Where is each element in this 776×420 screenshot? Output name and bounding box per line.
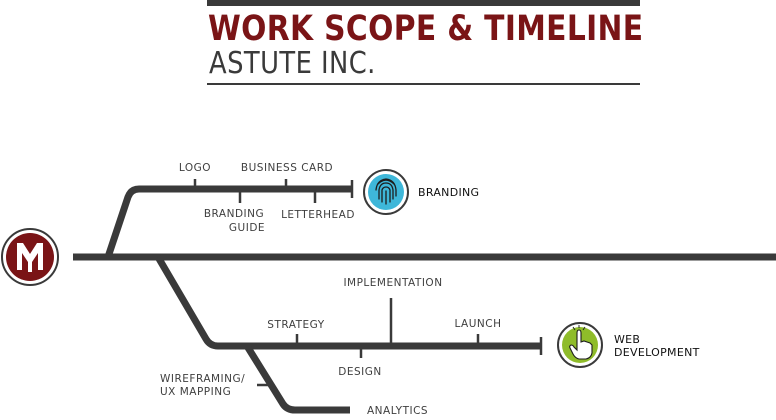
page-title: WORK SCOPE & TIMELINE xyxy=(208,9,644,49)
milestone-branding-guide-line1: BRANDING xyxy=(204,208,264,220)
milestone-business-card: BUSINESS CARD xyxy=(241,162,333,174)
header-top-rule xyxy=(207,0,640,6)
milestone-wireframing-line2: UX MAPPING xyxy=(160,386,231,398)
milestone-analytics: ANALYTICS xyxy=(367,405,428,417)
analytics-branch-line xyxy=(244,344,350,414)
milestone-design: DESIGN xyxy=(338,366,381,378)
milestone-wireframing-line1: WIREFRAMING/ xyxy=(160,373,245,385)
milestone-letterhead: LETTERHEAD xyxy=(281,209,355,221)
milestone-logo: LOGO xyxy=(179,162,211,174)
fingerprint-icon xyxy=(363,169,409,215)
company-logo xyxy=(1,228,59,286)
web-branch-line xyxy=(154,255,540,350)
header: WORK SCOPE & TIMELINE ASTUTE INC. xyxy=(207,0,644,86)
pointing-hand-icon xyxy=(557,322,603,368)
milestone-launch: LAUNCH xyxy=(454,318,501,330)
milestone-implementation: IMPLEMENTATION xyxy=(343,277,442,289)
m-logo-icon xyxy=(17,243,43,270)
branding-branch-line xyxy=(104,185,352,259)
page-subtitle: ASTUTE INC. xyxy=(209,46,376,81)
milestone-branding-guide-line2: GUIDE xyxy=(229,222,265,234)
branding-end-label: BRANDING xyxy=(418,186,479,199)
web-end-label-line1: WEB xyxy=(614,333,640,346)
milestone-strategy: STRATEGY xyxy=(267,319,324,331)
header-bottom-rule xyxy=(207,83,640,85)
web-end-label-line2: DEVELOPMENT xyxy=(614,346,700,359)
